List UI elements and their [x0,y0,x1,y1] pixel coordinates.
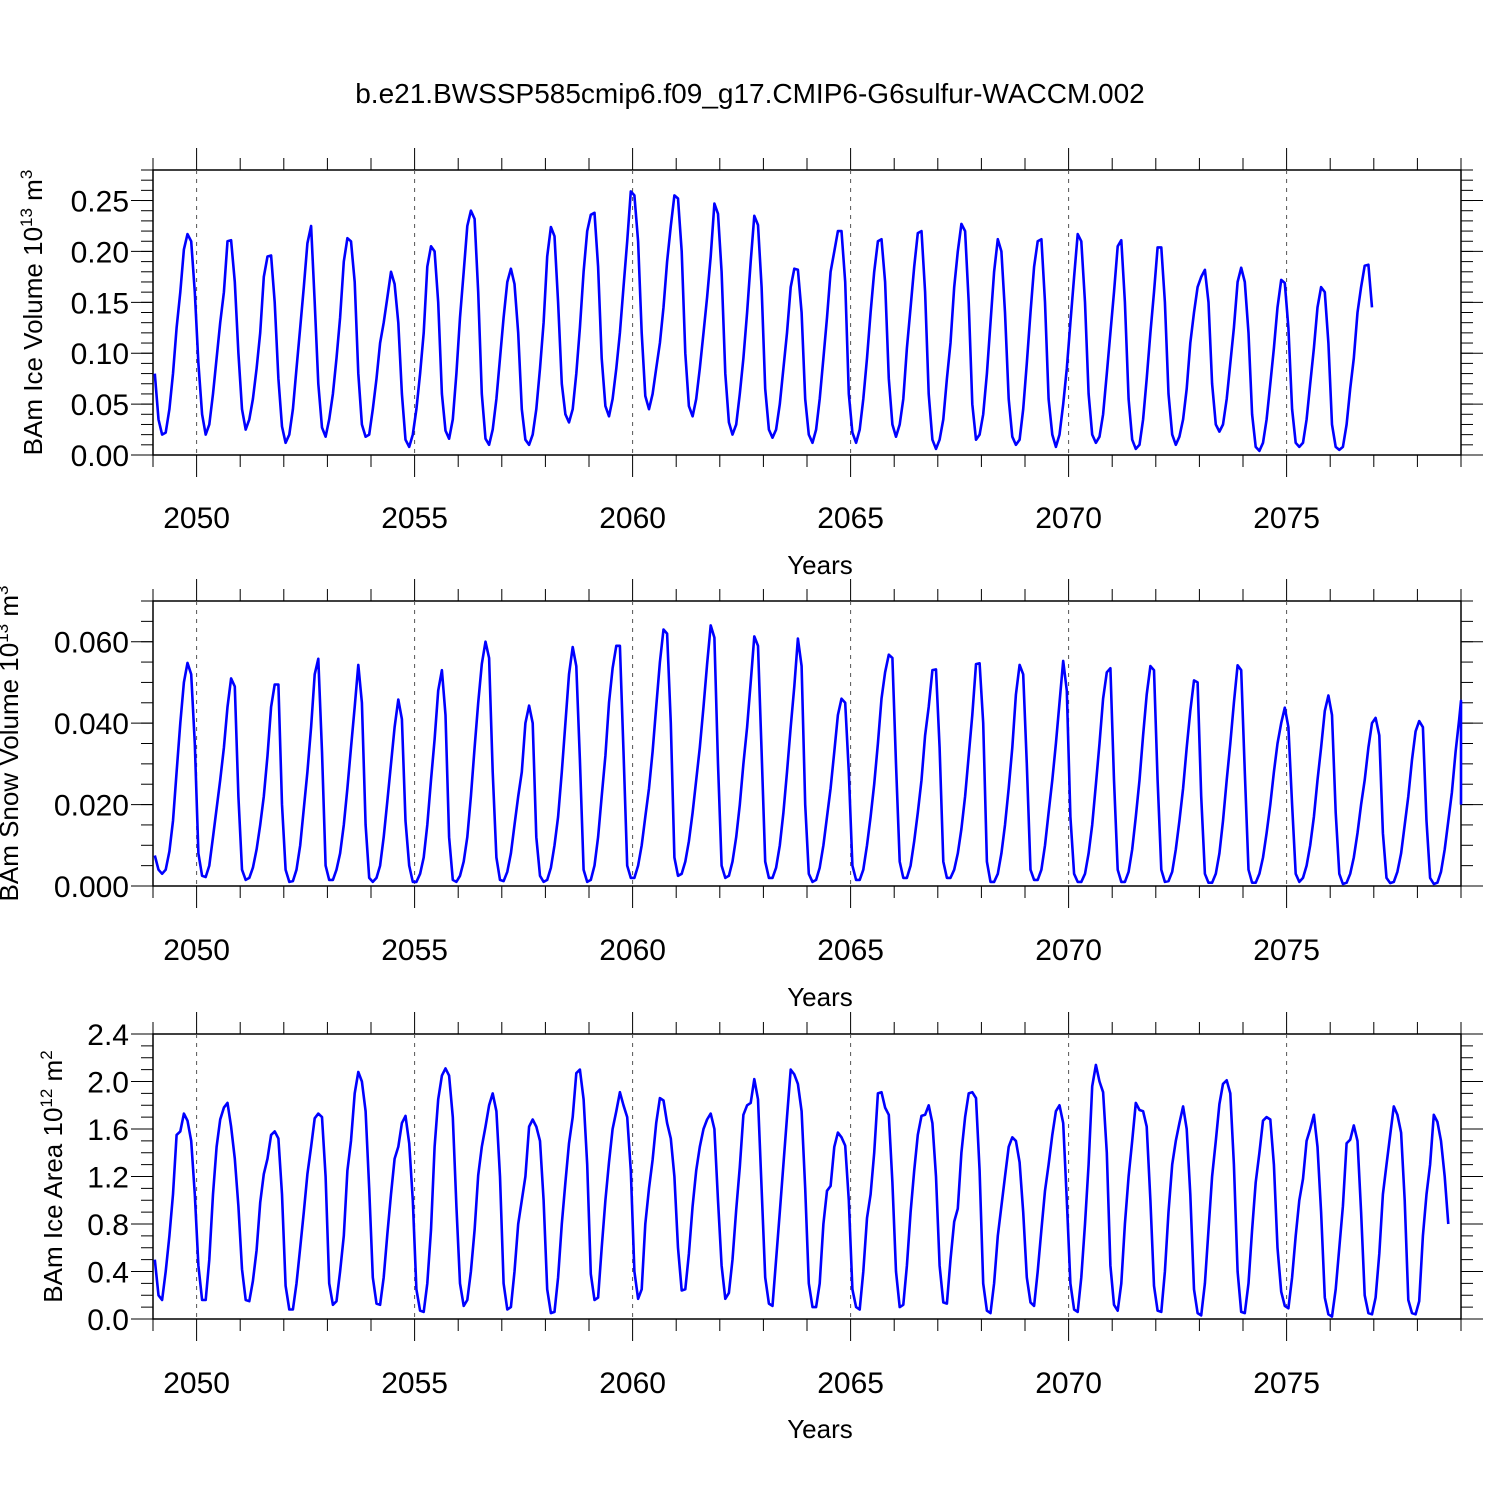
x-tick-label: 2060 [599,1367,666,1400]
chart-panel-3: 0.0 0.4 0.8 1.2 1.6 2.0 2.4 2050 2055 2060 2065 207… [37,1012,1483,1444]
x-tick-label: 2060 [599,934,666,967]
y-tick-label: 0.20 [71,236,129,269]
y-tick-label: 0.15 [71,287,129,320]
y-tick-label: 0.040 [54,708,129,741]
y-tick-label: 0.8 [87,1209,129,1242]
y-tick-label: 1.6 [87,1114,129,1147]
x-tick-label: 2070 [1035,502,1102,535]
y-axis-title: BAm Ice Volume 1013 m3 [17,170,48,456]
chart-title: b.e21.BWSSP585cmip6.f09_g17.CMIP6-G6sulf… [355,78,1145,109]
y-tick-label: 2.0 [87,1067,129,1100]
x-tick-label: 2070 [1035,1367,1102,1400]
x-tick-label: 2055 [381,502,448,535]
x-axis-title: Years [787,1414,853,1444]
x-tick-label: 2075 [1253,502,1320,535]
x-tick-label: 2075 [1253,1367,1320,1400]
series-line [153,1063,1450,1318]
y-tick-label: 1.2 [87,1162,129,1195]
x-tick-label: 2065 [817,934,884,967]
series-line [153,190,1374,453]
y-tick-label: 0.10 [71,338,129,371]
y-axis-title: BAm Snow Volume 1013 m3 [0,586,24,902]
chart-panel-2: 0.000 0.020 0.040 0.060 2050 2055 2060 2065 2070… [0,579,1483,1012]
y-tick-label: 0.4 [87,1257,129,1290]
plot-frame [152,1033,1462,1320]
y-tick-label: 0.00 [71,440,129,473]
series-line [153,624,1463,886]
x-tick-label: 2055 [381,934,448,967]
y-tick-label: 2.4 [87,1019,129,1052]
y-tick-label: 0.05 [71,389,129,422]
y-axis-title: BAm Ice Area 1012 m2 [37,1050,68,1302]
chart-panel-1: 0.00 0.05 0.10 0.15 0.20 0.25 2050 2055 2060 2065… [17,148,1483,580]
y-tick-label: 0.0 [87,1304,129,1337]
y-tick-label: 0.000 [54,871,129,904]
x-tick-label: 2065 [817,502,884,535]
x-tick-label: 2065 [817,1367,884,1400]
x-tick-label: 2050 [163,1367,230,1400]
x-tick-label: 2075 [1253,934,1320,967]
x-tick-label: 2055 [381,1367,448,1400]
x-tick-label: 2050 [163,934,230,967]
x-tick-label: 2050 [163,502,230,535]
y-tick-label: 0.020 [54,790,129,823]
x-axis-title: Years [787,550,853,580]
y-tick-label: 0.25 [71,186,129,219]
x-tick-label: 2070 [1035,934,1102,967]
y-tick-label: 0.060 [54,627,129,660]
x-axis-title: Years [787,982,853,1012]
x-tick-label: 2060 [599,502,666,535]
